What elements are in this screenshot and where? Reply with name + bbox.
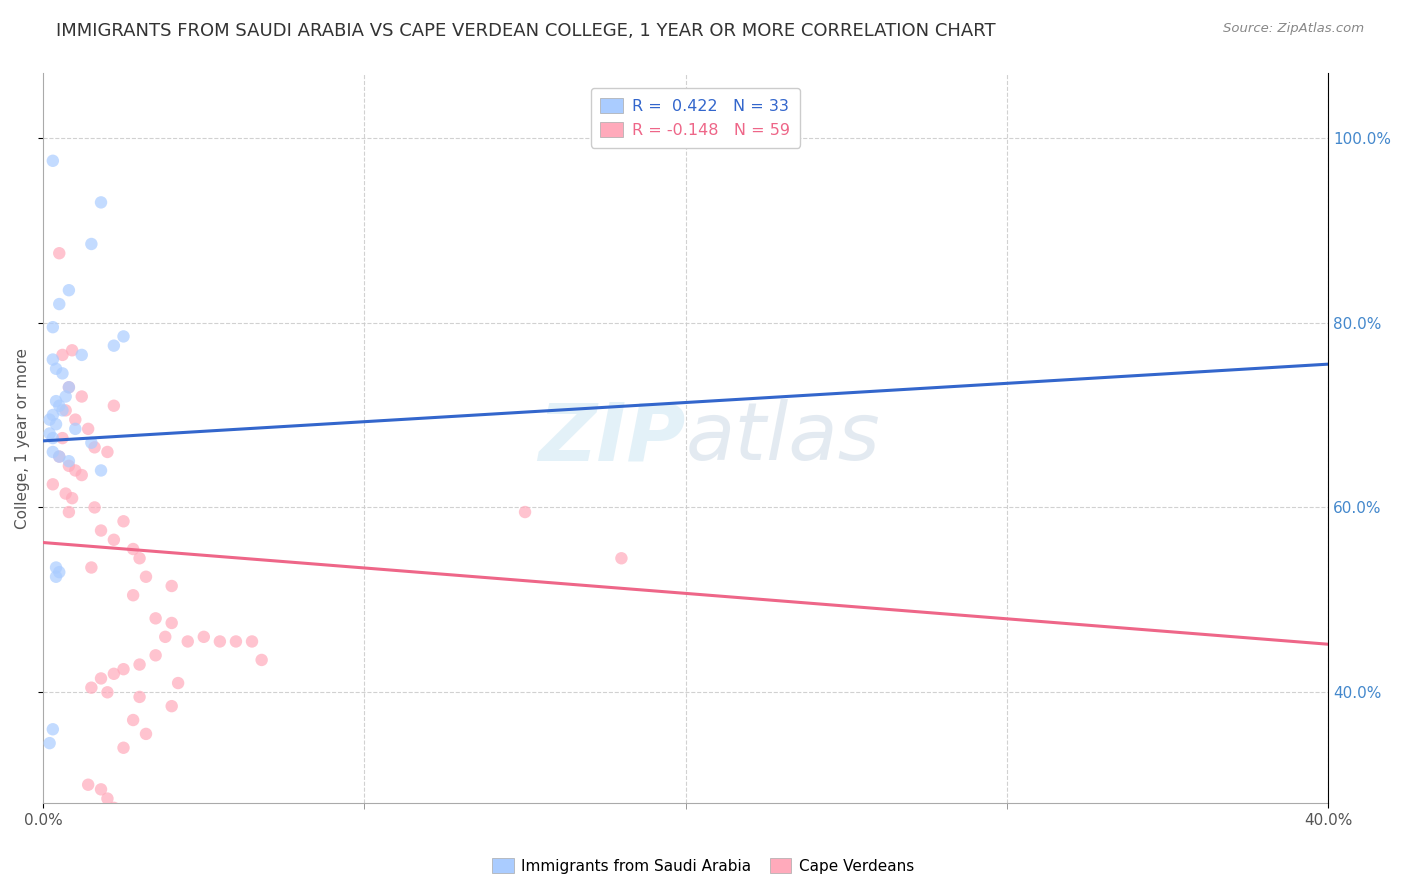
Point [58, 505, 80, 519]
Point [51, 431, 73, 445]
Point [70, 390, 93, 404]
Point [80, 435, 103, 450]
Point [80, 560, 103, 574]
Point [80, 681, 103, 695]
Point [51, 367, 73, 381]
Point [208, 634, 231, 648]
Point [48, 297, 70, 311]
Point [96, 685, 118, 699]
Point [60, 343, 83, 358]
Point [80, 237, 103, 252]
Text: IMMIGRANTS FROM SAUDI ARABIA VS CAPE VERDEAN COLLEGE, 1 YEAR OR MORE CORRELATION: IMMIGRANTS FROM SAUDI ARABIA VS CAPE VER… [56, 22, 995, 40]
Point [80, 810, 103, 824]
Point [90, 463, 112, 477]
Point [55, 486, 77, 500]
Point [90, 195, 112, 210]
Point [610, 551, 633, 566]
Point [103, 339, 125, 353]
Point [103, 399, 125, 413]
Point [513, 505, 536, 519]
Y-axis label: College, 1 year or more: College, 1 year or more [15, 348, 30, 529]
Point [55, 403, 77, 417]
Point [38, 736, 60, 750]
Point [90, 524, 112, 538]
Point [45, 560, 67, 574]
Legend: Immigrants from Saudi Arabia, Cape Verdeans: Immigrants from Saudi Arabia, Cape Verde… [486, 852, 920, 880]
Point [45, 361, 67, 376]
Point [42, 445, 65, 459]
Point [112, 662, 135, 676]
Point [65, 412, 87, 426]
Point [42, 431, 65, 445]
Point [103, 533, 125, 547]
Point [160, 699, 183, 714]
Point [128, 551, 150, 566]
Point [77, 422, 100, 436]
Point [42, 153, 65, 168]
Point [90, 672, 112, 686]
Point [45, 570, 67, 584]
Point [167, 676, 190, 690]
Point [83, 441, 105, 455]
Point [96, 791, 118, 805]
Point [135, 727, 157, 741]
Point [145, 611, 167, 625]
Point [155, 630, 177, 644]
Point [96, 445, 118, 459]
Point [48, 450, 70, 464]
Point [51, 403, 73, 417]
Point [55, 390, 77, 404]
Point [42, 352, 65, 367]
Point [128, 657, 150, 672]
Point [38, 426, 60, 441]
Point [103, 801, 125, 815]
Point [45, 417, 67, 432]
Point [122, 541, 145, 556]
Point [48, 565, 70, 579]
Point [42, 320, 65, 334]
Point [42, 723, 65, 737]
Point [112, 329, 135, 343]
Point [58, 283, 80, 297]
Point [122, 713, 145, 727]
Text: atlas: atlas [686, 399, 880, 477]
Point [112, 514, 135, 528]
Point [58, 380, 80, 394]
Point [42, 408, 65, 422]
Point [70, 468, 93, 483]
Point [90, 782, 112, 797]
Point [160, 579, 183, 593]
Point [70, 348, 93, 362]
Point [122, 588, 145, 602]
Point [77, 778, 100, 792]
Point [45, 394, 67, 409]
Point [38, 412, 60, 426]
Point [103, 666, 125, 681]
Point [65, 463, 87, 477]
Point [42, 477, 65, 491]
Point [58, 454, 80, 468]
Point [58, 458, 80, 473]
Point [58, 380, 80, 394]
Point [128, 690, 150, 704]
Point [135, 570, 157, 584]
Text: ZIP: ZIP [538, 399, 686, 477]
Point [112, 740, 135, 755]
Point [48, 450, 70, 464]
Point [65, 422, 87, 436]
Point [250, 653, 273, 667]
Point [48, 399, 70, 413]
Point [177, 634, 200, 648]
Point [145, 648, 167, 663]
Text: Source: ZipAtlas.com: Source: ZipAtlas.com [1223, 22, 1364, 36]
Point [160, 615, 183, 630]
Point [225, 634, 247, 648]
Point [60, 491, 83, 505]
Point [48, 246, 70, 260]
Point [240, 634, 263, 648]
Point [193, 630, 215, 644]
Point [51, 348, 73, 362]
Legend: R =  0.422   N = 33, R = -0.148   N = 59: R = 0.422 N = 33, R = -0.148 N = 59 [591, 88, 800, 147]
Point [83, 500, 105, 515]
